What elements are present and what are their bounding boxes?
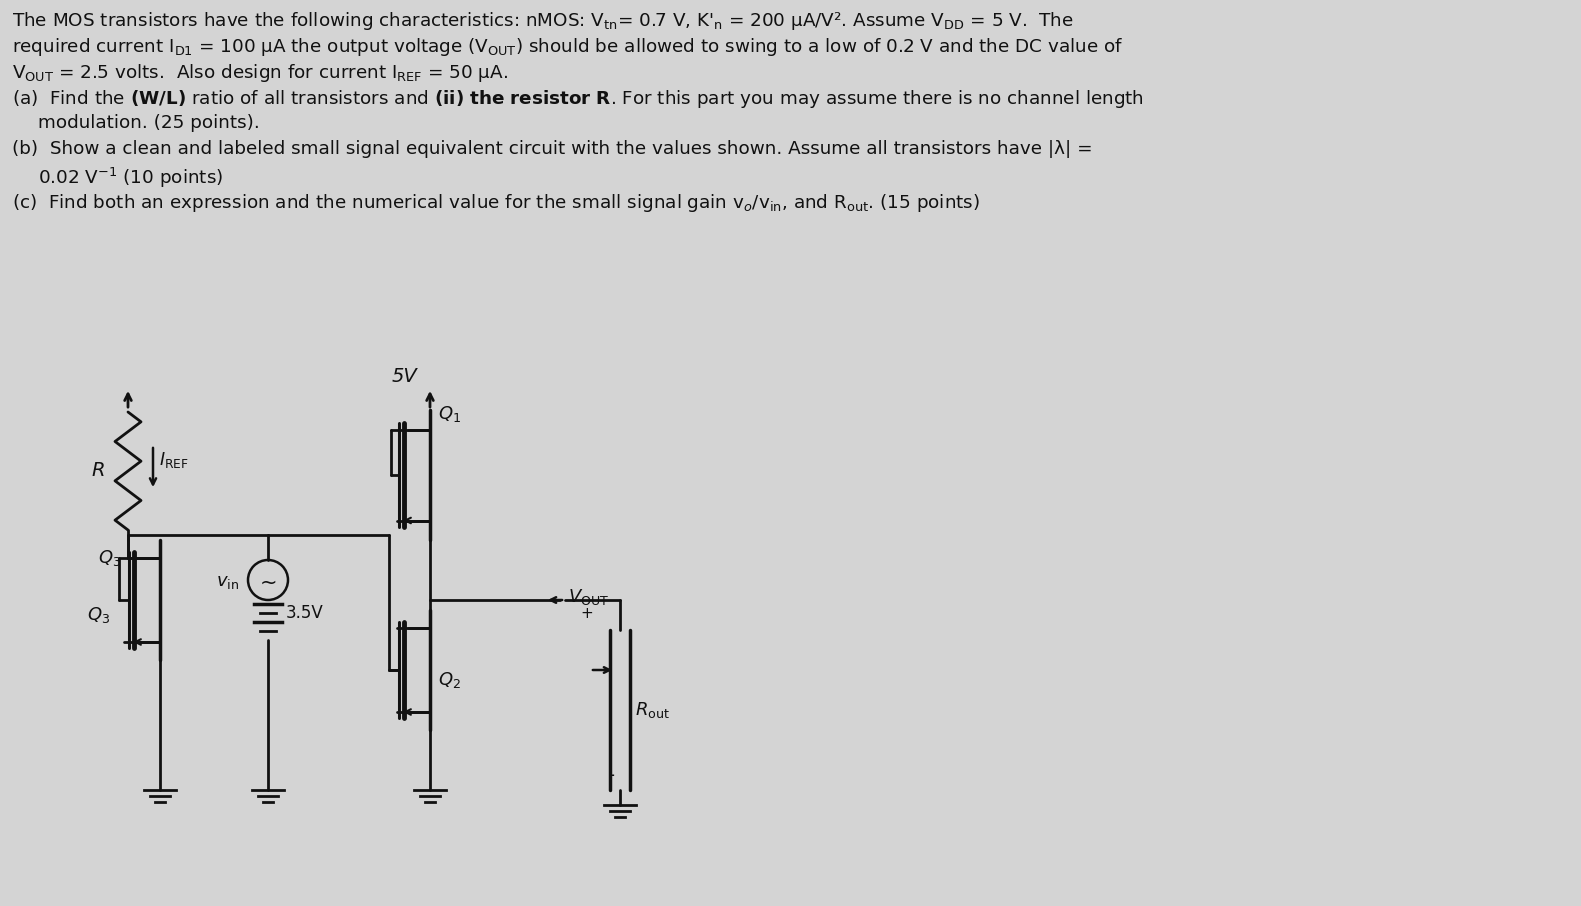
Text: $Q_1$: $Q_1$ bbox=[438, 404, 462, 425]
Text: $v_{\rm in}$: $v_{\rm in}$ bbox=[217, 573, 239, 591]
Text: (a)  Find the $\mathbf{(W/L)}$ ratio of all transistors and $\mathbf{(ii)}$ $\ma: (a) Find the $\mathbf{(W/L)}$ ratio of a… bbox=[13, 88, 1145, 110]
Text: +: + bbox=[580, 606, 593, 622]
Text: (b)  Show a clean and labeled small signal equivalent circuit with the values sh: (b) Show a clean and labeled small signa… bbox=[13, 140, 1092, 158]
Text: 3.5V: 3.5V bbox=[286, 604, 324, 622]
Text: (c)  Find both an expression and the numerical value for the small signal gain v: (c) Find both an expression and the nume… bbox=[13, 192, 980, 214]
Text: 0.02 V$^{-1}$ (10 points): 0.02 V$^{-1}$ (10 points) bbox=[38, 166, 223, 190]
Text: -: - bbox=[609, 766, 615, 785]
Text: modulation. (25 points).: modulation. (25 points). bbox=[38, 114, 259, 132]
Text: $Q_2$: $Q_2$ bbox=[438, 670, 462, 690]
Text: ~: ~ bbox=[259, 573, 277, 593]
Text: required current I$_{\rm D1}$ = 100 μA the output voltage (V$_{\rm OUT}$) should: required current I$_{\rm D1}$ = 100 μA t… bbox=[13, 36, 1124, 58]
Text: V$_{\rm OUT}$ = 2.5 volts.  Also design for current I$_{\rm REF}$ = 50 μA.: V$_{\rm OUT}$ = 2.5 volts. Also design f… bbox=[13, 62, 508, 84]
Text: $I_{\rm REF}$: $I_{\rm REF}$ bbox=[160, 450, 188, 470]
Text: 5V: 5V bbox=[392, 367, 417, 386]
Text: The MOS transistors have the following characteristics: nMOS: V$_{\rm tn}$= 0.7 : The MOS transistors have the following c… bbox=[13, 10, 1073, 32]
Text: $Q_3$: $Q_3$ bbox=[98, 548, 122, 568]
Text: $R_{\rm out}$: $R_{\rm out}$ bbox=[636, 700, 670, 720]
Text: R: R bbox=[92, 461, 104, 480]
Text: $V_{\rm OUT}$: $V_{\rm OUT}$ bbox=[568, 587, 609, 607]
Text: $Q_3$: $Q_3$ bbox=[87, 605, 111, 625]
